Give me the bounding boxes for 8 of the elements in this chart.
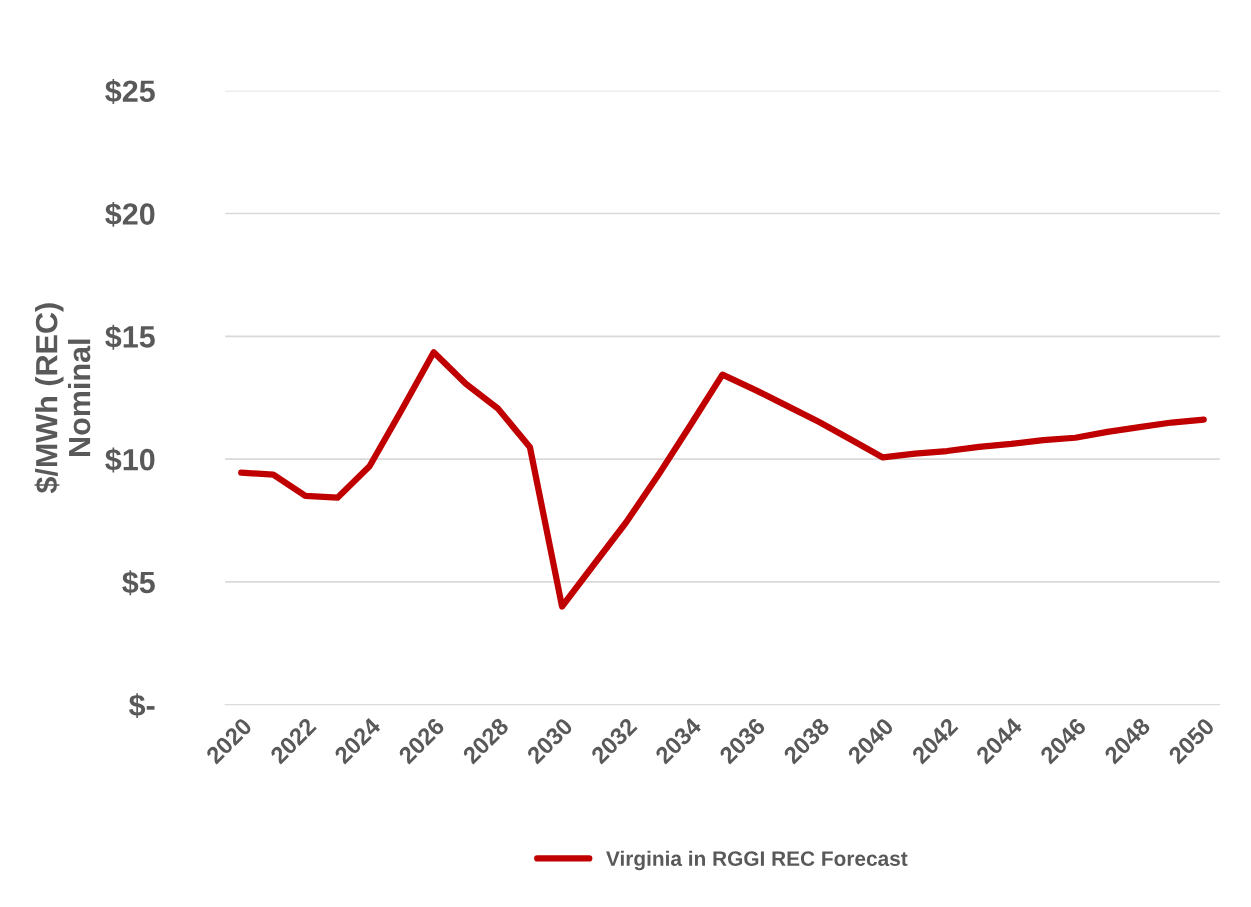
y-tick-label: $- <box>128 693 155 719</box>
y-tick-label: $15 <box>105 324 155 350</box>
y-tick-label: $5 <box>122 570 155 596</box>
y-tick-label: $20 <box>105 201 155 227</box>
y-axis-title: $/MWh (REC) Nominal <box>34 303 91 494</box>
y-tick-label: $10 <box>105 447 155 473</box>
y-tick-label: $25 <box>105 79 155 105</box>
legend-label: Virginia in RGGI REC Forecast <box>606 850 908 871</box>
